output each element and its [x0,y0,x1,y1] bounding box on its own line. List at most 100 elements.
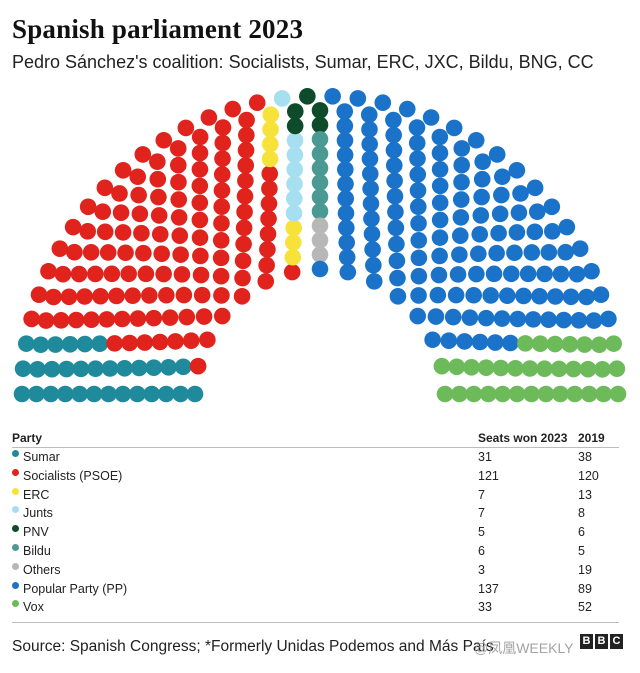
seat-dot [431,144,449,162]
party-name: Bildu [23,543,51,558]
seat-dot [540,311,557,329]
seat-dot [311,203,329,220]
seat-dot [213,287,230,304]
seat-dot [52,312,70,329]
seat-dot [494,385,511,403]
table-row: Bildu 6 5 [12,542,619,561]
seat-dot [583,262,600,280]
seats-2023: 33 [478,600,492,615]
seat-dot [473,188,490,206]
seat-dot [409,166,427,183]
seat-dot [260,210,277,228]
seat-dot [337,204,355,222]
seat-dot [398,100,416,118]
seat-dot [286,117,304,135]
seat-dot [137,265,155,283]
seat-dot [526,179,544,197]
seat-dot [453,140,471,157]
seat-dot [258,256,275,274]
seat-dot [29,360,46,378]
seat-dot [61,336,79,353]
seat-dot [213,182,231,199]
seat-dot [408,119,426,136]
seat-dot [87,360,104,378]
seat-dot [273,90,291,107]
seat-dot [440,332,458,349]
seat-dot [451,385,468,403]
seat-dot [261,165,279,183]
seat-dot [113,310,131,328]
seat-dot [566,385,584,403]
seat-dot [472,207,490,224]
seat-dot [362,195,380,212]
seat-dot [191,194,209,212]
seat-dot [83,311,100,329]
seat-dot [311,116,329,134]
seat-dot [488,244,505,262]
seat-dot [526,223,544,241]
seat-dot [429,286,447,304]
seat-dot [585,312,603,329]
seat-dot [463,358,480,376]
seat-dot [262,121,279,138]
logo-letter: B [595,634,608,649]
seats-2023: 6 [478,543,485,558]
seat-dot [311,231,329,249]
seat-dot [85,385,103,403]
seat-dot [32,336,50,354]
bbc-logo: B B C [580,634,623,649]
seat-dot [436,385,454,403]
seat-dot [134,146,152,163]
seat-dot [543,198,561,216]
seat-dot [337,175,354,193]
seat-dot [467,131,485,149]
seat-dot [502,334,519,352]
seats-2023: 121 [478,468,499,483]
seat-dot [502,265,520,283]
seat-dot [234,269,251,287]
seat-dot [547,288,564,305]
seat-dot [453,156,471,174]
seat-dot [508,385,526,403]
seat-dot [66,243,83,261]
seat-dot [544,223,561,240]
seat-dot [456,333,473,350]
seat-dot [114,224,132,241]
seat-dot [233,287,251,305]
seat-dot [213,198,231,216]
seat-dot [170,209,188,226]
seat-dot [409,198,427,216]
seat-dot [260,195,278,212]
seats-2023: 5 [478,525,485,540]
seat-dot [449,266,467,283]
seat-dot [283,263,301,281]
seat-dot [135,244,152,262]
seat-dot [94,203,112,221]
seat-dot [517,335,534,352]
seat-dot [409,150,426,167]
seat-dot [468,265,485,283]
seat-dot [387,219,405,237]
seat-dot [195,308,213,325]
seat-dot [191,128,209,146]
seat-dot [129,385,146,403]
seat-dot [430,266,448,284]
seat-dot [150,207,168,224]
logo-letter: C [610,634,623,649]
seat-dot [151,225,169,243]
seat-dot [336,132,354,149]
seat-dot [389,287,407,305]
seat-dot [557,243,574,261]
seat-dot [536,360,553,378]
hemicycle-chart [13,88,627,403]
seat-dot [424,331,441,349]
seat-dot [67,311,85,329]
seat-dot [374,94,392,111]
seat-dot [590,336,608,354]
seat-dot [452,191,470,208]
seat-dot [212,249,230,267]
seat-dot [257,273,275,290]
seat-dot [99,244,117,261]
seat-dot [550,360,568,378]
seat-dot [493,310,511,327]
